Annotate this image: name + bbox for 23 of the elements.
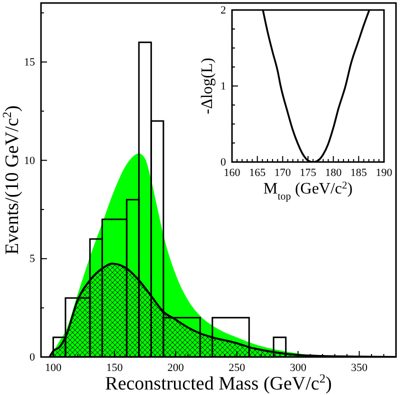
x-axis-title: M$_{top}$ (GeV/c$^{2}$) <box>263 180 353 202</box>
x-tick-label: 200 <box>167 362 184 374</box>
y-tick-label: 0 <box>220 156 226 169</box>
y-tick-label: 2 <box>220 4 226 17</box>
x-tick-label: 350 <box>351 362 368 374</box>
x-tick-label: 170 <box>274 166 292 179</box>
x-tick-label: 100 <box>44 362 62 374</box>
x-axis-title: Reconstructed Mass (GeV/c$^{2}$) <box>105 372 332 395</box>
y-tick-label: 15 <box>24 56 36 69</box>
x-tick-label: 250 <box>228 362 246 374</box>
x-tick-label: 185 <box>350 166 368 179</box>
y-tick-label: 1 <box>220 80 226 93</box>
y-tick-label: 10 <box>24 154 36 167</box>
y-tick-label: 0 <box>30 352 36 364</box>
x-tick-label: 180 <box>325 166 342 179</box>
x-tick-label: 165 <box>249 166 266 179</box>
x-tick-label: 150 <box>106 362 124 374</box>
x-tick-label: 300 <box>290 362 307 374</box>
y-tick-label: 5 <box>30 253 36 266</box>
x-tick-label: 160 <box>224 166 241 179</box>
x-tick-label: 190 <box>376 166 393 179</box>
x-tick-label: 175 <box>300 166 317 179</box>
y-axis-title: -Δlog(L) <box>199 58 216 114</box>
